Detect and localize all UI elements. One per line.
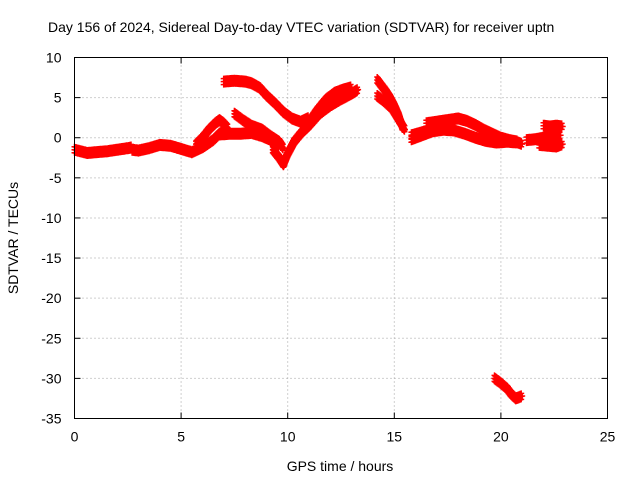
x-axis-label: GPS time / hours (287, 458, 394, 474)
series-arc-5 (231, 107, 287, 154)
data-points (71, 141, 136, 159)
data-points (540, 119, 566, 133)
y-tick-label: -10 (41, 210, 61, 226)
series-arc-13 (408, 122, 440, 142)
series-arc-12 (423, 112, 521, 148)
y-tick-label: -20 (41, 290, 61, 306)
y-tick-label: -15 (41, 250, 61, 266)
y-tick-label: -25 (41, 330, 61, 346)
x-tick-label: 20 (493, 429, 509, 445)
series-arc-15 (536, 138, 566, 153)
data-points (423, 112, 521, 148)
y-tick-label: -30 (41, 370, 61, 386)
series-arc-16 (540, 119, 566, 133)
series-arc-6 (269, 84, 362, 171)
data-points (220, 74, 312, 128)
data-points (231, 107, 287, 154)
x-tick-label: 5 (177, 429, 185, 445)
chart-title: Day 156 of 2024, Sidereal Day-to-day VTE… (48, 19, 554, 35)
plot-frame (74, 57, 608, 419)
series-arc-17 (491, 372, 526, 405)
y-axis-label: SDTVAR / TECUs (5, 182, 21, 294)
y-tick-label: -5 (49, 170, 62, 186)
series-arc-3 (193, 114, 231, 151)
data-points (374, 90, 408, 135)
x-tick-label: 0 (71, 429, 79, 445)
x-tick-label: 15 (387, 429, 403, 445)
y-tick-label: 5 (54, 90, 62, 106)
data-points (269, 84, 362, 171)
series-arc-8 (291, 81, 355, 148)
series-arc-1 (71, 141, 136, 159)
y-tick-label: 10 (46, 50, 62, 66)
data-points (408, 122, 440, 142)
y-tick-label: 0 (54, 130, 62, 146)
data-points (491, 372, 526, 405)
series-arc-7 (220, 74, 312, 128)
y-tick-label: -35 (41, 411, 61, 427)
data-points (193, 114, 231, 151)
data-series (71, 74, 566, 405)
data-points (536, 138, 566, 153)
series-arc-10 (374, 90, 408, 135)
series-arc-2 (129, 125, 227, 159)
x-tick-label: 25 (600, 429, 616, 445)
axis-ticks: 0 5 10 15 20 25 10 5 0 -5 -10 -15 -20 -25 -30 -35 (41, 50, 615, 445)
grid (74, 57, 608, 419)
data-points (291, 81, 355, 148)
x-tick-label: 10 (280, 429, 296, 445)
data-points (129, 125, 227, 159)
